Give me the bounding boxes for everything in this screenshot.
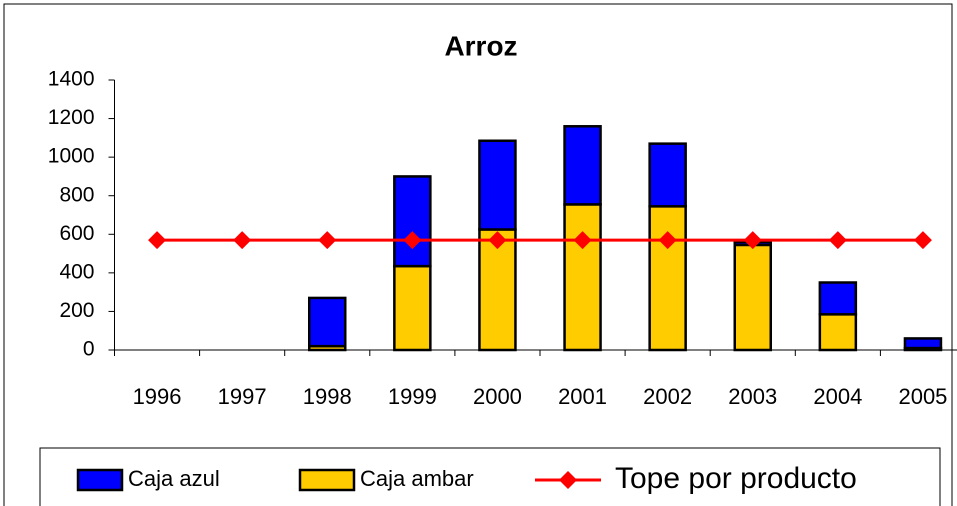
line-marker	[658, 231, 677, 250]
y-tick-label: 1200	[48, 106, 95, 129]
line-marker	[318, 231, 337, 250]
chart-title: Arroz	[444, 30, 517, 61]
line-marker	[743, 231, 762, 250]
legend-label: Caja azul	[128, 466, 220, 491]
legend-label: Tope por producto	[615, 462, 857, 495]
bar-segment	[733, 243, 772, 352]
y-tick-label: 800	[59, 183, 94, 206]
legend-marker	[559, 471, 577, 489]
bar-segment	[648, 142, 687, 208]
legend-box	[39, 447, 941, 506]
legend-label: Caja ambar	[360, 466, 474, 491]
line-marker	[573, 231, 592, 250]
line-marker	[913, 231, 932, 250]
x-tick-label: 1998	[303, 384, 352, 409]
bar-segment	[818, 281, 858, 316]
bar-segment	[478, 228, 517, 352]
bar-segment	[648, 205, 687, 352]
y-tick-label: 600	[59, 222, 94, 245]
bar-segment	[478, 139, 517, 231]
line-marker	[488, 231, 507, 250]
bar-segment	[563, 203, 602, 352]
line-marker	[233, 231, 252, 250]
line-marker	[828, 231, 847, 250]
legend-swatch	[76, 468, 124, 492]
x-tick-label: 1997	[218, 384, 267, 409]
bar-segment	[563, 125, 602, 206]
y-tick-label: 0	[83, 338, 95, 361]
line-marker	[403, 231, 422, 250]
x-tick-label: 2004	[813, 384, 862, 409]
x-tick-label: 2000	[473, 384, 522, 409]
x-tick-label: 2001	[558, 384, 607, 409]
line-marker	[148, 231, 167, 250]
bar-segment	[393, 264, 432, 352]
x-tick-label: 2002	[643, 384, 692, 409]
bar-segment	[903, 337, 943, 350]
x-tick-label: 1999	[388, 384, 437, 409]
legend-swatch	[298, 468, 356, 492]
x-tick-label: 2003	[728, 384, 777, 409]
x-tick-label: 2005	[898, 384, 947, 409]
chart-border	[3, 3, 953, 506]
y-tick-label: 400	[59, 260, 94, 283]
y-tick-label: 1400	[48, 68, 95, 91]
bar-segment	[818, 313, 858, 352]
x-tick-label: 1996	[133, 384, 182, 409]
bar-segment	[308, 296, 347, 348]
y-tick-label: 200	[59, 299, 94, 322]
y-tick-label: 1000	[48, 145, 95, 168]
bar-segment	[393, 175, 432, 268]
